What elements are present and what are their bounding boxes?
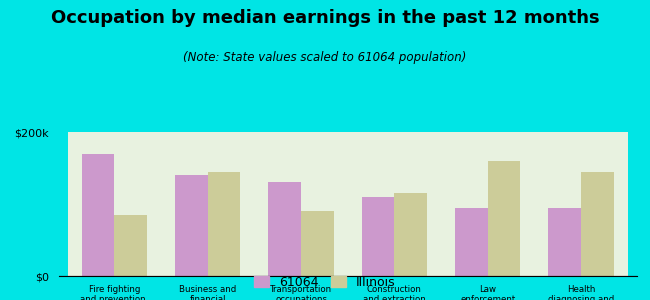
Bar bbox=[82, 154, 114, 276]
Bar bbox=[301, 211, 333, 276]
FancyBboxPatch shape bbox=[68, 132, 628, 276]
Legend: 61064, Illinois: 61064, Illinois bbox=[249, 271, 401, 294]
Bar bbox=[114, 215, 147, 276]
Bar bbox=[488, 161, 521, 276]
Bar bbox=[395, 193, 427, 276]
Bar bbox=[549, 208, 581, 276]
Bar bbox=[208, 172, 240, 276]
Bar bbox=[362, 197, 395, 276]
Bar bbox=[455, 208, 488, 276]
Text: (Note: State values scaled to 61064 population): (Note: State values scaled to 61064 popu… bbox=[183, 51, 467, 64]
Bar bbox=[268, 182, 301, 276]
Text: Occupation by median earnings in the past 12 months: Occupation by median earnings in the pas… bbox=[51, 9, 599, 27]
Bar bbox=[175, 175, 208, 276]
Bar bbox=[581, 172, 614, 276]
